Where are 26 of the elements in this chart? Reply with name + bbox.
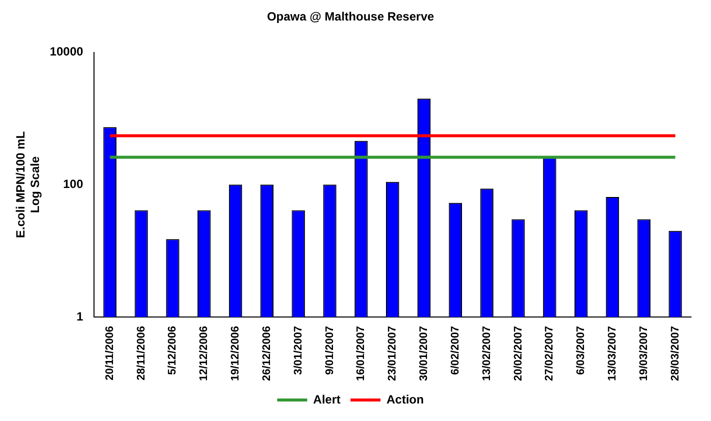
x-tick-label: 30/01/2007 [418,326,430,382]
x-tick-label: 26/12/2006 [260,326,273,382]
x-tick-label: 5/12/2006 [166,326,179,375]
y-axis-title: E.coli MPN/100 mL Log Scale [14,131,42,238]
x-tick-label: 28/03/2007 [669,326,682,382]
x-tick-label: 6/03/2007 [575,326,588,375]
x-tick-label: 16/01/2007 [355,326,368,382]
x-tick-label: 23/01/2007 [386,326,399,382]
x-tick-label: 27/02/2007 [544,326,556,382]
x-tick-label: 13/02/2007 [480,326,493,382]
x-tick-label: 28/11/2006 [135,326,148,380]
x-tick-label: 20/11/2006 [104,326,116,380]
x-tick-label: 6/02/2007 [449,326,462,375]
x-tick-label: 3/01/2007 [292,326,304,375]
x-tick-label: 19/03/2007 [638,326,650,382]
x-tick-label: 9/01/2007 [324,326,336,375]
legend-label: Alert [313,392,341,406]
x-tick-label: 19/12/2006 [230,326,242,382]
y-tick-label: 1 [76,309,84,324]
y-tick-label: 100 [63,176,84,191]
legend-label: Action [386,392,424,406]
x-tick-label: 20/02/2007 [512,326,524,382]
x-tick-label: 12/12/2006 [198,326,210,382]
y-tick-label: 10000 [50,44,84,59]
chart-title: Opawa @ Malthouse Reserve [266,10,434,24]
x-tick-label: 13/03/2007 [606,326,618,382]
